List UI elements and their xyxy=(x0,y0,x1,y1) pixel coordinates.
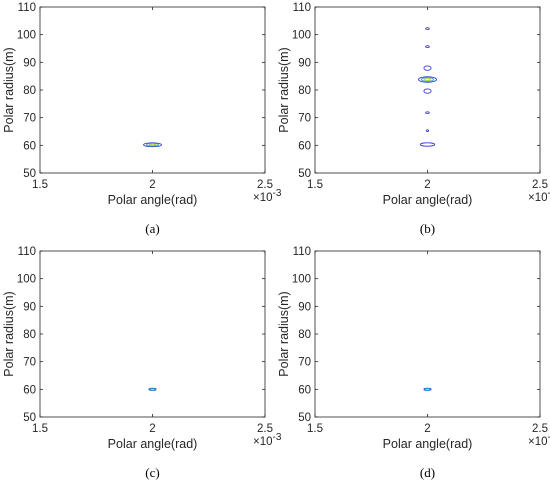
panel-caption: (b) xyxy=(420,221,435,236)
y-tick-label: 70 xyxy=(23,113,36,125)
x-tick-label: 1.5 xyxy=(307,179,323,191)
x-tick-label: 2.5 xyxy=(532,423,548,435)
y-tick-label: 50 xyxy=(298,412,311,424)
y-tick-label: 100 xyxy=(292,274,311,286)
contour-level-1 xyxy=(419,142,436,147)
axes-box xyxy=(314,250,541,418)
y-tick-label: 100 xyxy=(17,274,36,286)
y-tick-label: 110 xyxy=(18,2,36,14)
y-tick-label: 50 xyxy=(298,168,311,180)
y-tick-label: 110 xyxy=(293,246,311,258)
y-tick-label: 110 xyxy=(293,2,311,14)
y-tick-label: 50 xyxy=(23,412,36,424)
contour-level-2 xyxy=(424,388,431,391)
x-tick-label: 2 xyxy=(149,423,155,435)
panel-caption: (a) xyxy=(145,221,159,236)
y-axis-label: Polar radius(m) xyxy=(277,47,291,132)
x-axis-label: Polar angle(rad) xyxy=(108,437,198,451)
contour-level-2 xyxy=(149,388,156,391)
x-axis-label: Polar angle(rad) xyxy=(108,193,198,207)
x-exponent-label: ×10-3 xyxy=(528,432,550,448)
y-tick-label: 90 xyxy=(298,57,311,69)
y-tick-label: 90 xyxy=(298,301,311,313)
x-tick-label: 2.5 xyxy=(532,179,548,191)
x-axis-label: Polar angle(rad) xyxy=(383,193,473,207)
y-axis-label: Polar radius(m) xyxy=(277,291,291,376)
axes-box xyxy=(39,250,266,418)
y-tick-label: 50 xyxy=(23,168,36,180)
contour-level-3 xyxy=(423,78,432,81)
contour-level-2 xyxy=(421,77,434,82)
contour-level-2 xyxy=(146,143,159,147)
y-tick-label: 100 xyxy=(17,30,36,42)
x-tick-label: 2 xyxy=(424,423,430,435)
axes-box xyxy=(39,6,266,174)
x-exponent-label: ×10-3 xyxy=(528,188,550,204)
panel-b: 1.5 2 2.5 50 60 70 80 90 100 110 ×10-3 Polar angle(… xyxy=(277,2,550,236)
y-axis-label: Polar radius(m) xyxy=(2,47,16,132)
contour-level-1 xyxy=(425,111,430,115)
panel-caption: (c) xyxy=(145,465,159,480)
x-exponent-power: -3 xyxy=(548,432,550,443)
y-tick-label: 100 xyxy=(292,30,311,42)
y-tick-label: 80 xyxy=(298,85,311,97)
y-tick-label: 70 xyxy=(298,357,311,369)
y-tick-label: 90 xyxy=(23,57,36,69)
x-exponent-power: -3 xyxy=(548,188,550,199)
y-tick-label: 80 xyxy=(298,329,311,341)
y-tick-label: 80 xyxy=(23,85,36,97)
x-tick-label: 2 xyxy=(149,179,155,191)
y-axis-label: Polar radius(m) xyxy=(2,291,16,376)
axes-box xyxy=(314,6,541,174)
contour-level-1 xyxy=(143,142,162,148)
contour-level-1 xyxy=(423,65,432,71)
panel-d: 1.5 2 2.5 50 60 70 80 90 100 110 ×10-3 Polar angle(… xyxy=(277,246,550,480)
y-tick-label: 70 xyxy=(23,357,36,369)
x-exponent-power: -3 xyxy=(273,188,282,199)
contour-level-1 xyxy=(425,129,430,133)
x-tick-label: 2 xyxy=(424,179,430,191)
y-tick-label: 70 xyxy=(298,113,311,125)
contour-level-1 xyxy=(423,88,432,94)
x-axis-label: Polar angle(rad) xyxy=(383,437,473,451)
x-tick-label: 1.5 xyxy=(32,179,48,191)
x-tick-label: 1.5 xyxy=(32,423,48,435)
contour-level-3 xyxy=(148,143,157,146)
contour-level-1 xyxy=(425,27,430,30)
y-tick-label: 60 xyxy=(298,384,311,396)
x-tick-label: 1.5 xyxy=(307,423,323,435)
y-tick-label: 110 xyxy=(18,246,36,258)
y-tick-label: 90 xyxy=(23,301,36,313)
y-tick-label: 60 xyxy=(298,140,311,152)
x-tick-label: 2.5 xyxy=(257,179,273,191)
x-tick-label: 2.5 xyxy=(257,423,273,435)
x-exponent-power: -3 xyxy=(273,432,282,443)
contour-level-1 xyxy=(425,45,430,48)
panel-caption: (d) xyxy=(420,465,435,480)
y-tick-label: 80 xyxy=(23,329,36,341)
y-tick-label: 60 xyxy=(23,140,36,152)
contour-level-1 xyxy=(418,76,437,83)
y-tick-label: 60 xyxy=(23,384,36,396)
